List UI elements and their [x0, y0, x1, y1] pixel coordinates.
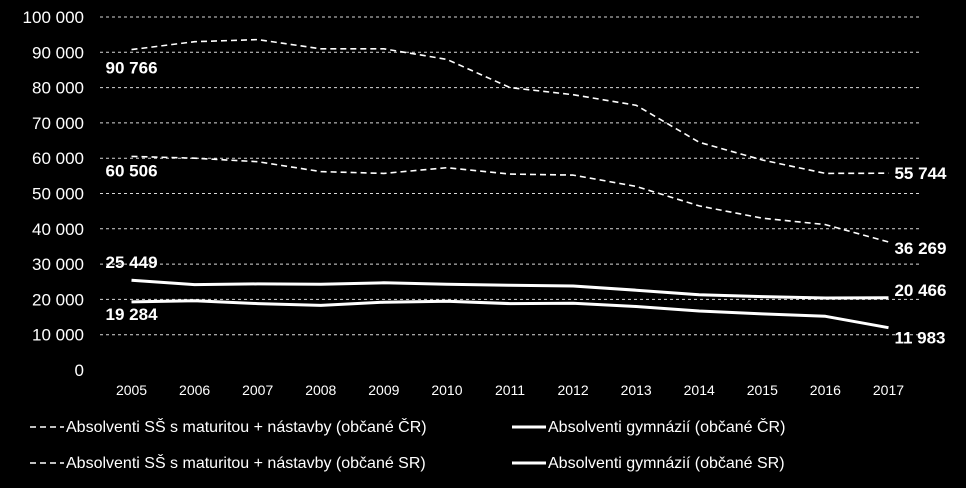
- x-tick-label: 2014: [684, 382, 715, 398]
- legend-label: Absolventi gymnázií (občané SR): [548, 455, 785, 472]
- y-tick-label: 60 000: [32, 149, 84, 168]
- data-label: 25 449: [106, 253, 158, 272]
- y-tick-label: 20 000: [32, 290, 84, 309]
- series-line-2: [131, 155, 889, 243]
- y-tick-label: 100 000: [23, 8, 84, 27]
- series-line-3: [131, 278, 889, 300]
- y-tick-label: 0: [75, 361, 84, 380]
- legend-label: Absolventi gymnázií (občané ČR): [548, 417, 785, 436]
- data-labels: 90 766 55 744 60 506 36 269 25 449 20 466 19 2…: [106, 59, 947, 348]
- x-tick-label: 2008: [305, 382, 336, 398]
- data-label: 60 506: [106, 161, 158, 180]
- series-lines: [131, 38, 889, 330]
- y-tick-label: 50 000: [32, 185, 84, 204]
- y-tick-label: 70 000: [32, 114, 84, 133]
- x-tick-label: 2016: [810, 382, 841, 398]
- x-tick-label: 2009: [368, 382, 399, 398]
- y-tick-label: 40 000: [32, 220, 84, 239]
- x-tick-label: 2013: [621, 382, 652, 398]
- y-axis-tick-labels: 0 10 000 20 000 30 000 40 000 50 000 60 000 70 …: [23, 8, 84, 380]
- y-tick-label: 30 000: [32, 255, 84, 274]
- x-tick-label: 2006: [179, 382, 210, 398]
- y-tick-label: 80 000: [32, 79, 84, 98]
- series-line-4: [131, 299, 889, 330]
- y-tick-label: 90 000: [32, 43, 84, 62]
- x-tick-label: 2017: [873, 382, 904, 398]
- x-tick-label: 2007: [242, 382, 273, 398]
- data-label: 55 744: [894, 164, 947, 183]
- data-label: 36 269: [894, 239, 946, 258]
- data-label: 11 983: [894, 329, 945, 348]
- data-label: 90 766: [106, 59, 158, 78]
- x-axis-tick-labels: 2005 2006 2007 2008 2009 2010 2011 2012 2013 2014…: [116, 382, 904, 398]
- gridlines: [100, 16, 920, 336]
- legend: Absolventi SŠ s maturitou + nástavby (ob…: [30, 417, 785, 472]
- x-tick-label: 2011: [495, 382, 525, 398]
- y-tick-label: 10 000: [32, 326, 84, 345]
- x-tick-label: 2015: [747, 382, 778, 398]
- x-tick-label: 2012: [557, 382, 588, 398]
- x-tick-label: 2010: [431, 382, 462, 398]
- series-line-1: [131, 38, 889, 175]
- data-label: 20 466: [894, 281, 946, 300]
- x-tick-label: 2005: [116, 382, 147, 398]
- data-label: 19 284: [106, 305, 159, 324]
- legend-label: Absolventi SŠ s maturitou + nástavby (ob…: [66, 453, 426, 472]
- legend-label: Absolventi SŠ s maturitou + nástavby (ob…: [66, 417, 427, 436]
